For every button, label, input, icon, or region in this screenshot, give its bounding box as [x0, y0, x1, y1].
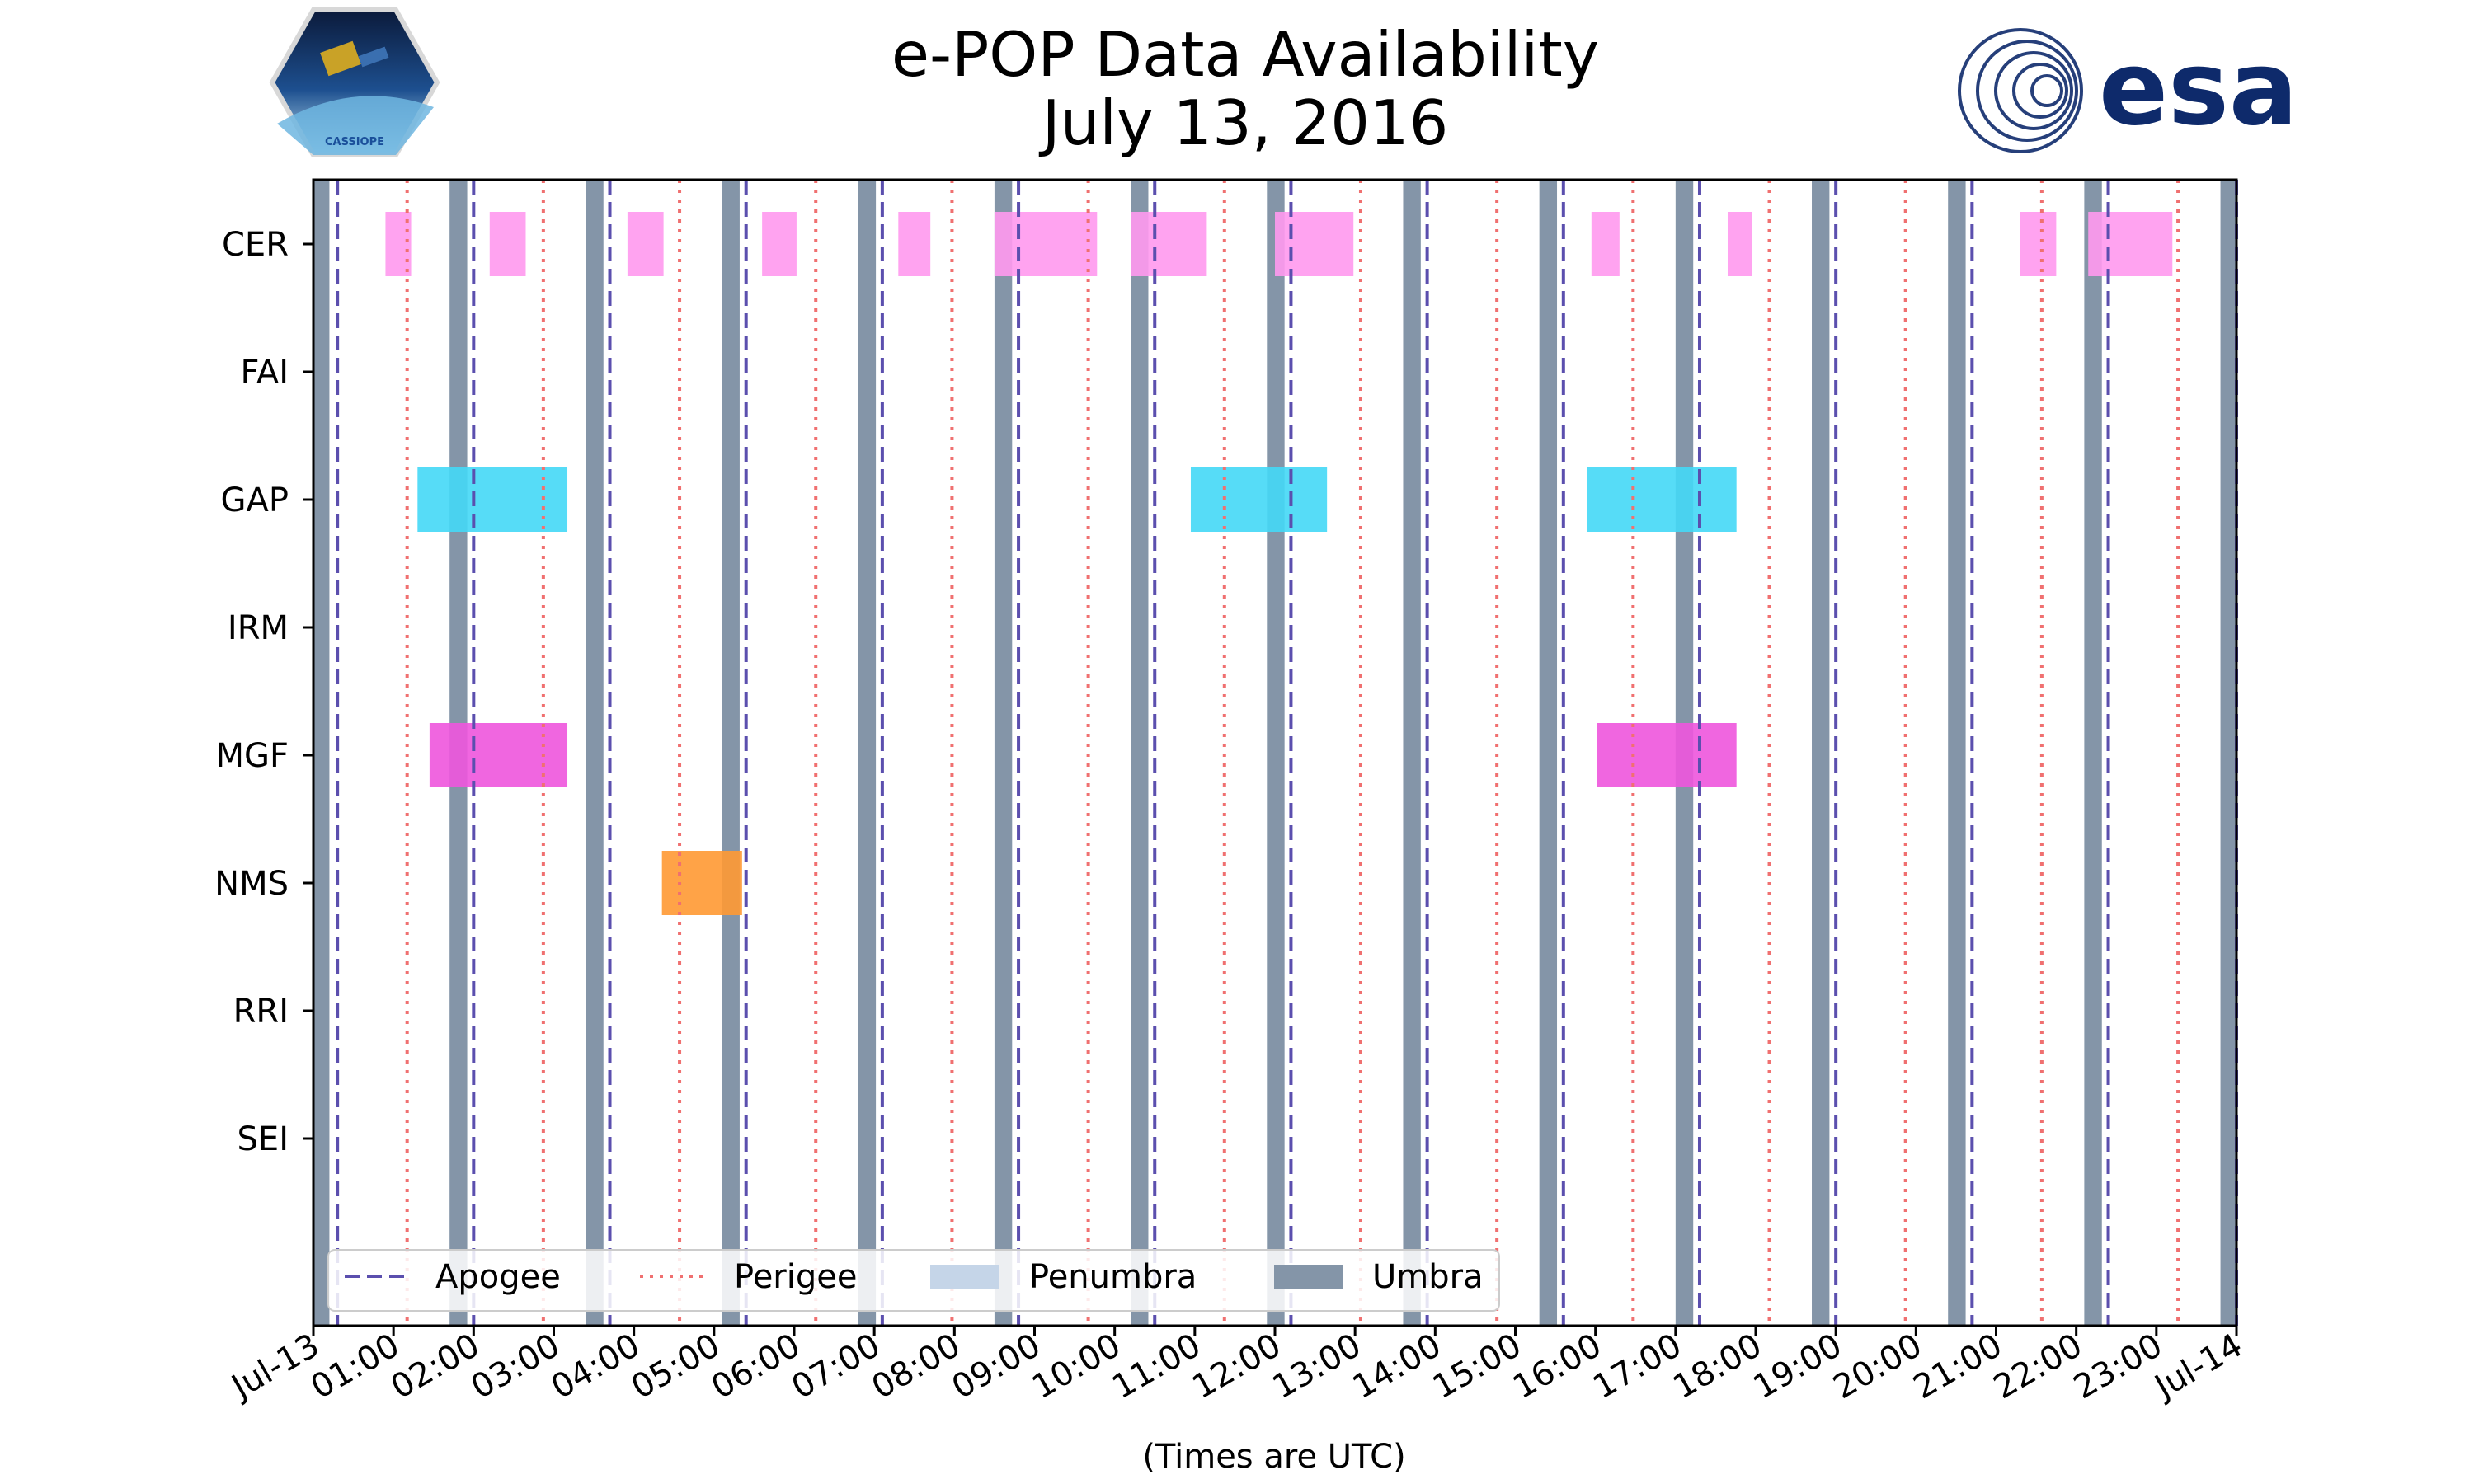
x-tick-label-17: 17:00: [1587, 1327, 1688, 1407]
x-tick-label-15: 15:00: [1427, 1327, 1528, 1407]
esa-logo: esa: [1958, 28, 2298, 153]
umbra-band-9: [1539, 180, 1558, 1326]
cer-interval-4: [898, 212, 931, 276]
legend-umbra-label: Umbra: [1372, 1258, 1484, 1296]
cer-interval-2: [627, 212, 664, 276]
cer-interval-8: [1591, 212, 1620, 276]
umbra-band-5: [994, 180, 1013, 1326]
x-axis: Jul-1301:0002:0003:0004:0005:0006:0007:0…: [223, 1326, 2249, 1407]
mgf-interval-0: [429, 723, 568, 787]
x-tick-label-1: 01:00: [304, 1327, 406, 1407]
y-tick-label-irm: IRM: [228, 609, 289, 647]
legend-penumbra-label: Penumbra: [1029, 1258, 1197, 1296]
umbra-band-3: [722, 180, 740, 1326]
x-tick-label-16: 16:00: [1507, 1327, 1608, 1407]
x-tick-label-8: 08:00: [865, 1327, 967, 1407]
x-tick-label-5: 05:00: [625, 1327, 727, 1407]
esa-swirl-icon: [1958, 28, 2083, 153]
legend-penumbra-swatch: [930, 1265, 999, 1289]
y-tick-label-mgf: MGF: [215, 737, 289, 775]
y-axis: CER FAI GAP IRM MGF NMS RRI SEI: [214, 226, 313, 1158]
x-tick-label-4: 04:00: [545, 1327, 647, 1407]
x-tick-label-9: 09:00: [946, 1327, 1047, 1407]
mgf-interval-1: [1597, 723, 1737, 787]
legend: Apogee Perigee Penumbra Umbra: [327, 1249, 1500, 1312]
x-tick-label-24: Jul-14: [2147, 1327, 2249, 1407]
umbra-band-13: [2084, 180, 2102, 1326]
x-tick-label-20: 20:00: [1827, 1327, 1928, 1407]
umbra-band-4: [858, 180, 877, 1326]
satellite-icon: [320, 40, 361, 77]
cer-interval-3: [762, 212, 797, 276]
x-tick-label-2: 02:00: [384, 1327, 486, 1407]
nms-interval-0: [661, 851, 742, 915]
x-tick-label-6: 06:00: [705, 1327, 807, 1407]
cer-interval-6: [1131, 212, 1207, 276]
umbra-band-8: [1403, 180, 1421, 1326]
cer-interval-7: [1275, 212, 1354, 276]
y-tick-label-rri: RRI: [233, 993, 289, 1031]
esa-logo-text: esa: [2099, 30, 2298, 148]
umbra-band-7: [1267, 180, 1285, 1326]
gap-interval-2: [1587, 467, 1737, 532]
earth-limb-icon: [277, 96, 434, 155]
x-tick-label-3: 03:00: [465, 1327, 567, 1407]
x-tick-label-13: 13:00: [1266, 1327, 1367, 1407]
x-tick-label-23: 23:00: [2067, 1327, 2169, 1407]
umbra-band-2: [586, 180, 604, 1326]
umbra-band-6: [1131, 180, 1149, 1326]
umbra-band-11: [1812, 180, 1830, 1326]
x-tick-label-21: 21:00: [1907, 1327, 2009, 1407]
umbra-band-12: [1948, 180, 1966, 1326]
legend-umbra-swatch: [1274, 1265, 1343, 1289]
x-tick-label-22: 22:00: [1987, 1327, 2089, 1407]
cassiope-logo: CASSIOPE: [269, 7, 440, 157]
umbra-band-0: [313, 180, 330, 1326]
cassiope-logo-text: CASSIOPE: [325, 136, 384, 148]
solar-panel-icon: [358, 46, 389, 68]
y-tick-label-sei: SEI: [238, 1120, 289, 1158]
gap-interval-1: [1190, 467, 1328, 532]
legend-box: [327, 1249, 1500, 1312]
chart-title-line1: e-POP Data Availability: [891, 18, 1599, 91]
legend-perigee-label: Perigee: [734, 1258, 857, 1296]
x-tick-label-11: 11:00: [1106, 1327, 1207, 1407]
chart-title-line2: July 13, 2016: [1039, 87, 1449, 159]
x-tick-label-14: 14:00: [1346, 1327, 1447, 1407]
cer-interval-1: [489, 212, 526, 276]
legend-apogee-label: Apogee: [435, 1258, 561, 1296]
umbra-band-14: [2220, 180, 2236, 1326]
umbra-bands: [313, 180, 2236, 1326]
x-axis-label: (Times are UTC): [1142, 1438, 1405, 1476]
perigee-lines: [405, 180, 2180, 1326]
cer-interval-5: [994, 212, 1098, 276]
y-tick-label-cer: CER: [222, 226, 289, 264]
x-tick-label-18: 18:00: [1667, 1327, 1768, 1407]
x-tick-label-0: Jul-13: [223, 1327, 326, 1407]
y-tick-label-fai: FAI: [241, 354, 289, 392]
instrument-intervals: [385, 212, 2173, 915]
cer-interval-11: [2088, 212, 2173, 276]
y-tick-label-gap: GAP: [221, 481, 289, 519]
cer-interval-9: [1727, 212, 1752, 276]
y-tick-label-nms: NMS: [214, 865, 289, 903]
x-tick-label-19: 19:00: [1747, 1327, 1848, 1407]
cer-interval-10: [2020, 212, 2057, 276]
x-tick-label-7: 07:00: [785, 1327, 887, 1407]
x-tick-label-12: 12:00: [1186, 1327, 1287, 1407]
x-tick-label-10: 10:00: [1026, 1327, 1127, 1407]
